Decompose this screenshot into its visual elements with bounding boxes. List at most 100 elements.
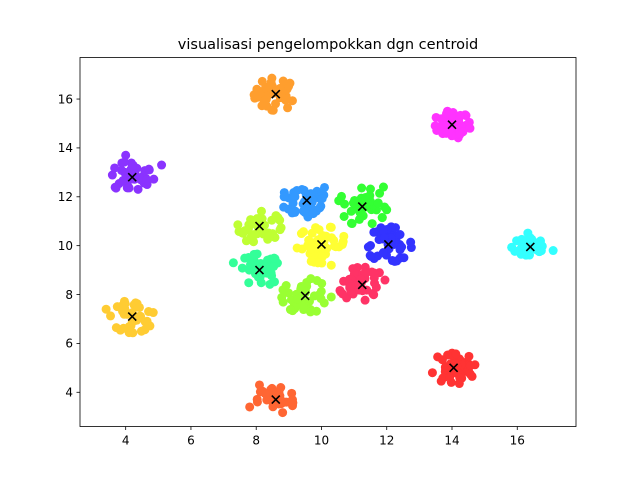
data-point [438,373,448,383]
y-axis: 4 6 8 10 12 14 16 [58,92,80,400]
data-point [148,308,158,318]
data-point [119,309,129,319]
data-point [257,76,267,86]
data-point [134,173,144,183]
centroid-marker [449,363,459,373]
data-point [338,289,348,299]
x-tick-label: 16 [510,434,525,448]
data-point [287,96,297,106]
data-point [269,261,279,271]
data-point [360,295,370,305]
data-point [142,175,151,185]
data-point [369,290,379,300]
data-point [260,388,270,398]
data-point [465,123,475,133]
data-point [277,92,287,102]
data-point [283,103,293,113]
cluster-15 [245,380,298,418]
data-point [252,397,262,407]
data-point [365,251,375,261]
cluster-5 [334,182,392,229]
data-point [290,192,300,202]
data-point [451,349,461,359]
data-point [339,211,349,221]
data-point [140,317,150,327]
cluster-1 [249,73,297,115]
data-point [288,395,297,405]
data-point [124,183,134,193]
x-tick-label: 14 [444,434,459,448]
data-point [121,169,131,179]
data-point [406,237,416,247]
data-point [259,96,269,106]
data-point [118,323,128,333]
data-point [354,214,364,224]
data-point [238,228,248,238]
data-point [329,235,339,245]
data-point [390,256,400,266]
plot-frame [79,57,577,427]
data-point [326,222,336,232]
data-point [107,170,117,180]
data-point [360,268,370,278]
data-point [326,260,336,270]
data-point [378,248,388,258]
data-point [306,256,316,266]
data-point [358,286,367,296]
data-point [455,110,465,120]
data-point [256,206,266,216]
data-point [271,211,281,221]
data-point [507,242,517,252]
data-point [354,203,364,213]
y-tick-label: 6 [65,337,73,351]
data-point [377,213,387,223]
data-point [357,183,367,193]
data-point [296,229,306,239]
data-point [249,249,259,259]
centroid-marker [316,239,327,250]
data-point [270,277,279,287]
data-point [437,355,447,365]
data-point [445,372,455,382]
x-tick-label: 4 [122,434,130,448]
data-point [279,192,289,202]
centroid-marker [254,265,265,275]
data-point [326,292,336,302]
data-point [269,253,279,263]
centroids-layer [127,89,535,405]
data-point [317,194,327,204]
data-point [264,231,274,241]
data-point [306,274,316,284]
data-point [465,361,475,371]
data-point [340,199,350,209]
y-tick-label: 16 [58,92,73,106]
data-point [117,158,127,168]
y-tick-label: 14 [58,141,73,155]
centroid-marker [127,311,137,322]
x-tick-label: 12 [379,434,394,448]
y-tick-label: 8 [65,288,73,302]
data-point [382,205,392,215]
data-point [255,272,265,282]
data-point [367,219,377,229]
cluster-12 [277,274,336,317]
chart-title: visualisasi pengelompokkan dgn centroid [178,37,478,53]
data-point [111,323,121,333]
data-point [119,296,129,306]
data-point [367,267,377,277]
data-point [110,163,120,173]
cluster-2 [430,106,475,143]
data-point [346,281,356,291]
data-point [149,174,159,184]
data-point [305,307,315,317]
data-point [339,231,349,241]
data-point [258,227,268,237]
data-point [347,219,357,229]
data-point [106,311,116,321]
data-point [441,109,451,119]
centroid-marker [383,239,393,250]
centroid-marker [127,172,137,182]
data-point [278,408,288,418]
data-point [455,373,465,383]
